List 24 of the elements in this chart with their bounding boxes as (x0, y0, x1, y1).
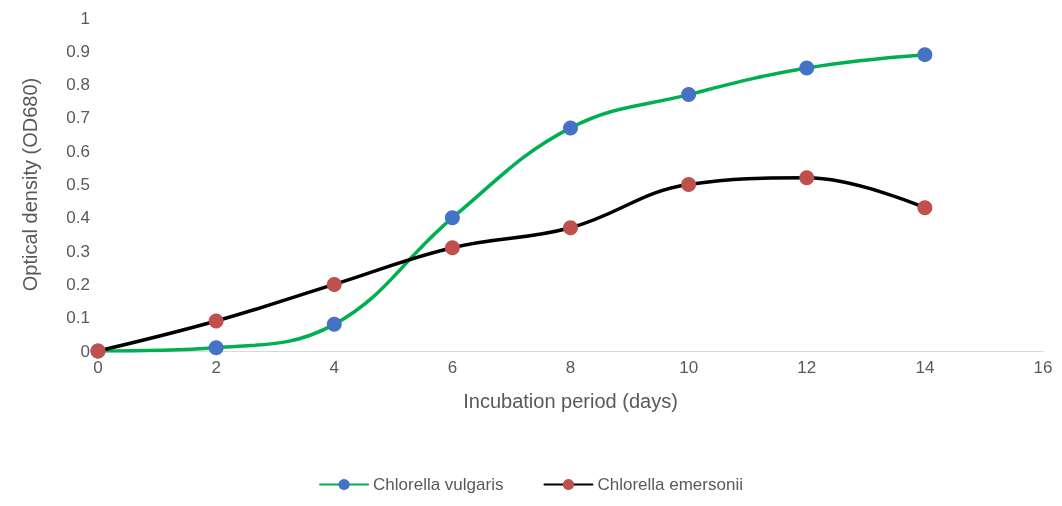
y-tick-label: 0 (80, 341, 90, 361)
y-tick-label: 0.4 (66, 208, 90, 228)
x-tick-label: 6 (447, 358, 458, 377)
y-tick-label: 0.2 (66, 274, 90, 294)
x-tick-label: 10 (679, 358, 699, 377)
x-tick-label: 14 (915, 358, 935, 377)
x-tick-label: 0 (93, 358, 103, 377)
y-tick-label: 0.3 (66, 241, 90, 261)
x-tick-label: 2 (211, 358, 221, 377)
y-axis-title: Optical density (OD680) (19, 77, 41, 292)
legend-label: Chlorella vulgaris (373, 475, 504, 494)
y-tick-label: 0.1 (66, 308, 90, 328)
y-tick-label: 0.8 (66, 75, 90, 95)
legend-label: Chlorella emersonii (597, 475, 743, 494)
y-tick-label: 1 (80, 8, 90, 28)
x-axis-title: Incubation period (days) (463, 390, 678, 412)
x-tick-label: 4 (329, 358, 339, 377)
x-tick-label: 16 (1033, 358, 1053, 377)
x-tick-label: 12 (797, 358, 817, 377)
y-tick-label: 0.6 (66, 141, 90, 161)
y-tick-label: 0.5 (66, 175, 90, 194)
y-tick-label: 0.9 (66, 41, 90, 61)
x-tick-label: 8 (565, 358, 576, 377)
y-tick-label: 0.7 (66, 108, 90, 128)
